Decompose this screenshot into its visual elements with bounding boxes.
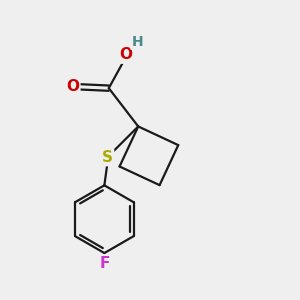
Text: O: O (119, 47, 132, 62)
Text: H: H (131, 34, 143, 49)
Text: F: F (99, 256, 110, 271)
Text: S: S (102, 150, 113, 165)
Text: O: O (66, 79, 79, 94)
